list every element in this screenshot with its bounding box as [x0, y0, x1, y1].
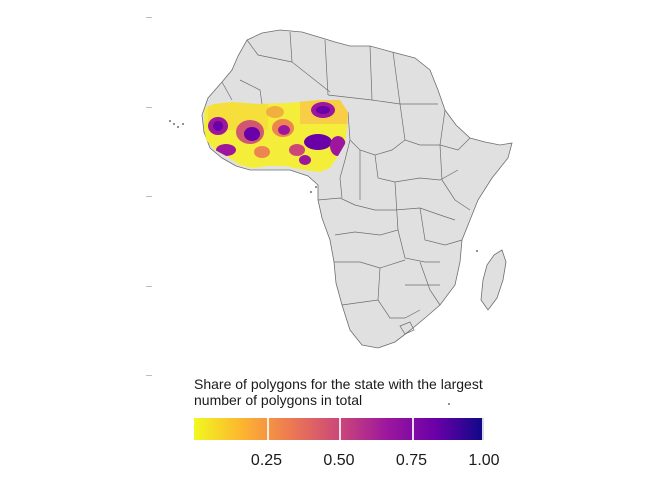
legend-title-line-1: Share of polygons for the state with the…: [194, 376, 483, 392]
axis-tick-mark: [146, 17, 152, 18]
africa-landmass: [201, 29, 513, 349]
legend-title: Share of polygons for the state with the…: [194, 376, 494, 408]
legend-tick-label: 0.50: [323, 452, 355, 469]
legend-tick-mark: [266, 418, 269, 440]
legend-tick-mark: [339, 418, 341, 440]
axis-tick-mark: [146, 107, 152, 108]
legend-tick-mark: [482, 418, 484, 440]
axis-tick-mark: [146, 375, 152, 376]
legend-title-line-2: number of polygons in total: [194, 392, 363, 408]
legend-tick-label: 0.75: [395, 452, 428, 469]
axis-tick-mark: [146, 286, 152, 287]
legend-colorbar: [194, 418, 484, 440]
country-borders: [221, 31, 471, 335]
legend-tick-mark: [411, 418, 414, 440]
legend-tick-label: 0.25: [250, 452, 283, 469]
madagascar: [480, 249, 507, 311]
islands: [169, 120, 478, 405]
legend-tick-label: 1.00: [468, 452, 500, 469]
heat-region: [204, 100, 348, 172]
axis-tick-mark: [146, 196, 152, 197]
